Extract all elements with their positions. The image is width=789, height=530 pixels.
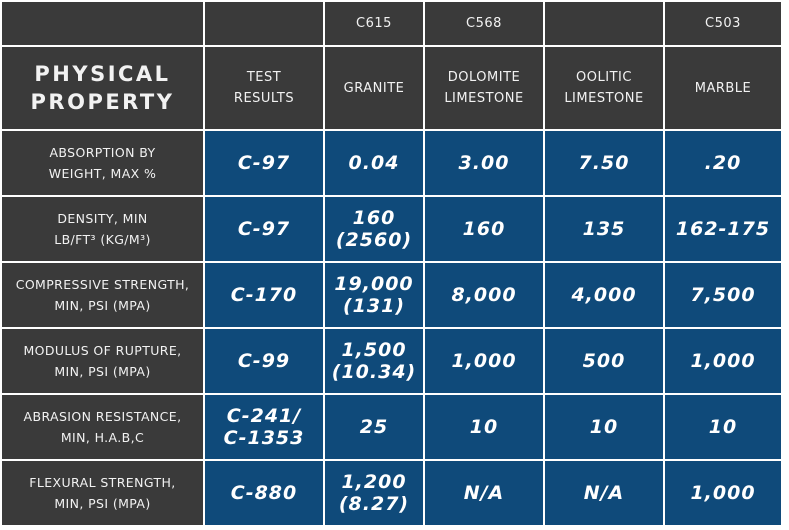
- row-property-modulus: MODULUS OF RUPTURE, MIN, PSI (MPA): [2, 329, 203, 393]
- value-cell: 4,000: [545, 263, 663, 327]
- code-cell-granite: C615: [325, 2, 423, 45]
- value-cell: 3.00: [425, 131, 543, 195]
- value-cell: 7.50: [545, 131, 663, 195]
- header-physical-property: PHYSICAL PROPERTY: [2, 47, 203, 129]
- value-cell: 10: [425, 395, 543, 459]
- row-test-absorption: C-97: [205, 131, 323, 195]
- row-test-abrasion: C-241/ C-1353: [205, 395, 323, 459]
- row-test-density: C-97: [205, 197, 323, 261]
- value-cell: .20: [665, 131, 781, 195]
- code-cell-test: [205, 2, 323, 45]
- code-cell-property: [2, 2, 203, 45]
- value-cell: 1,000: [665, 329, 781, 393]
- value-cell: 10: [545, 395, 663, 459]
- value-cell: 7,500: [665, 263, 781, 327]
- value-cell: 1,000: [665, 461, 781, 525]
- row-property-absorption: ABSORPTION BY WEIGHT, MAX %: [2, 131, 203, 195]
- row-test-flexural: C-880: [205, 461, 323, 525]
- value-cell: 135: [545, 197, 663, 261]
- row-property-flexural: FLEXURAL STRENGTH, MIN, PSI (MPA): [2, 461, 203, 525]
- code-cell-dolomite: C568: [425, 2, 543, 45]
- header-oolitic-limestone: OOLITIC LIMESTONE: [545, 47, 663, 129]
- row-property-density: DENSITY, MIN LB/FT³ (KG/M³): [2, 197, 203, 261]
- header-granite: GRANITE: [325, 47, 423, 129]
- value-cell: 19,000 (131): [325, 263, 423, 327]
- value-cell: 25: [325, 395, 423, 459]
- value-cell: 160: [425, 197, 543, 261]
- value-cell: 162-175: [665, 197, 781, 261]
- header-marble: MARBLE: [665, 47, 781, 129]
- row-test-modulus: C-99: [205, 329, 323, 393]
- row-test-compressive: C-170: [205, 263, 323, 327]
- value-cell: 500: [545, 329, 663, 393]
- header-test-results: TEST RESULTS: [205, 47, 323, 129]
- value-cell: N/A: [545, 461, 663, 525]
- code-cell-oolitic: [545, 2, 663, 45]
- code-cell-marble: C503: [665, 2, 781, 45]
- value-cell: 1,000: [425, 329, 543, 393]
- value-cell: 1,200 (8.27): [325, 461, 423, 525]
- row-property-abrasion: ABRASION RESISTANCE, MIN, H.A.B,C: [2, 395, 203, 459]
- row-property-compressive: COMPRESSIVE STRENGTH, MIN, PSI (MPA): [2, 263, 203, 327]
- value-cell: 0.04: [325, 131, 423, 195]
- value-cell: 8,000: [425, 263, 543, 327]
- value-cell: 1,500 (10.34): [325, 329, 423, 393]
- header-dolomite-limestone: DOLOMITE LIMESTONE: [425, 47, 543, 129]
- value-cell: 10: [665, 395, 781, 459]
- value-cell: N/A: [425, 461, 543, 525]
- value-cell: 160 (2560): [325, 197, 423, 261]
